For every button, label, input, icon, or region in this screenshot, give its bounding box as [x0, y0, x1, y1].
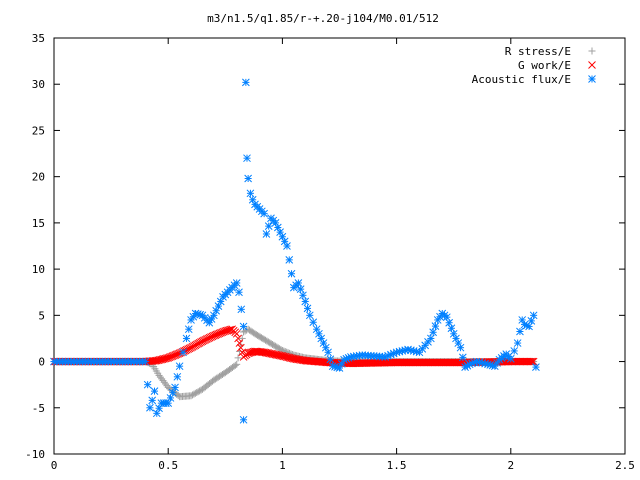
chart-title: m3/n1.5/q1.85/r-+.20-j104/M0.01/512	[207, 12, 439, 25]
data-point	[301, 297, 310, 306]
data-point	[529, 311, 538, 320]
y-tick-label: 25	[32, 124, 45, 137]
data-point	[324, 348, 332, 357]
data-point	[239, 322, 248, 331]
data-point	[191, 389, 199, 397]
y-tick-label: 5	[38, 309, 45, 322]
legend-marker	[588, 75, 596, 83]
data-point	[246, 189, 255, 198]
x-tick-label: 1.5	[387, 459, 407, 472]
y-tick-label: 15	[32, 217, 45, 230]
data-point	[528, 357, 537, 366]
y-tick-label: 30	[32, 78, 45, 91]
data-point	[242, 78, 250, 87]
data-point	[188, 391, 196, 399]
data-point	[287, 269, 296, 278]
data-point	[239, 415, 248, 424]
x-tick-label: 0.5	[158, 459, 178, 472]
data-point	[299, 291, 307, 300]
plot-frame	[53, 37, 626, 455]
x-axis: 0 0.5 1 1.5 2 2.5	[51, 38, 635, 472]
data-point	[194, 388, 202, 396]
data-point	[506, 354, 515, 363]
data-point	[264, 222, 273, 230]
data-point	[231, 361, 239, 369]
data-point	[458, 353, 467, 362]
legend-label: R stress/E	[505, 45, 571, 58]
y-tick-label: 10	[32, 263, 45, 276]
data-point	[243, 154, 251, 163]
data-point	[234, 354, 242, 362]
data-point	[283, 242, 291, 250]
y-tick-label: 20	[32, 171, 45, 184]
data-point	[190, 390, 198, 398]
data-point	[395, 347, 404, 356]
x-tick-label: 1	[279, 459, 286, 472]
data-point	[326, 355, 335, 364]
data-point	[232, 279, 241, 287]
x-tick-label: 2.5	[615, 459, 635, 472]
data-point	[431, 322, 440, 330]
data-point	[235, 288, 243, 297]
data-point	[305, 311, 314, 320]
data-point	[262, 230, 271, 238]
data-point	[143, 380, 152, 389]
data-point	[162, 354, 171, 363]
data-point	[232, 329, 241, 338]
data-point	[220, 327, 228, 336]
data-point	[196, 387, 204, 395]
legend-label: Acoustic flux/E	[472, 73, 571, 86]
data-point	[516, 327, 524, 336]
y-axis: -10 -5 0 5 10 15 20 25 30 35	[25, 32, 625, 461]
data-point	[236, 343, 245, 352]
data-point	[179, 348, 187, 357]
data-point	[146, 403, 154, 412]
data-point	[427, 334, 435, 343]
data-point	[285, 256, 294, 264]
y-tick-label: 0	[38, 356, 45, 369]
data-point	[141, 357, 150, 366]
data-point	[296, 285, 305, 293]
data-point	[182, 334, 191, 343]
legend-marker	[588, 61, 596, 69]
data-point	[260, 209, 268, 218]
x-tick-label: 0	[51, 459, 58, 472]
data-point	[248, 195, 257, 204]
y-tick-label: -5	[32, 402, 45, 415]
data-point	[171, 383, 179, 392]
data-point	[148, 396, 157, 405]
data-point	[234, 334, 242, 343]
data-point	[161, 354, 170, 363]
data-point	[294, 279, 303, 287]
data-point	[429, 328, 437, 337]
series-acoustic-flux-e	[50, 78, 540, 418]
x-tick-label: 2	[507, 459, 514, 472]
data-point	[184, 325, 193, 334]
data-point	[187, 392, 195, 400]
data-point	[150, 387, 159, 395]
data-point	[175, 362, 184, 371]
legend-label: G work/E	[518, 59, 571, 72]
data-point	[244, 174, 252, 183]
series-layer	[50, 78, 540, 424]
data-point	[303, 304, 312, 313]
data-point	[235, 339, 244, 347]
data-point	[309, 318, 318, 327]
data-point	[173, 372, 182, 381]
data-point	[456, 343, 465, 352]
data-point	[193, 389, 201, 397]
data-point	[532, 363, 540, 371]
data-point	[513, 339, 522, 347]
data-point	[233, 360, 241, 368]
y-tick-label: -10	[25, 448, 45, 461]
y-tick-label: 35	[32, 32, 45, 45]
data-point	[237, 305, 246, 314]
legend-marker	[588, 47, 596, 55]
data-point	[510, 347, 519, 355]
